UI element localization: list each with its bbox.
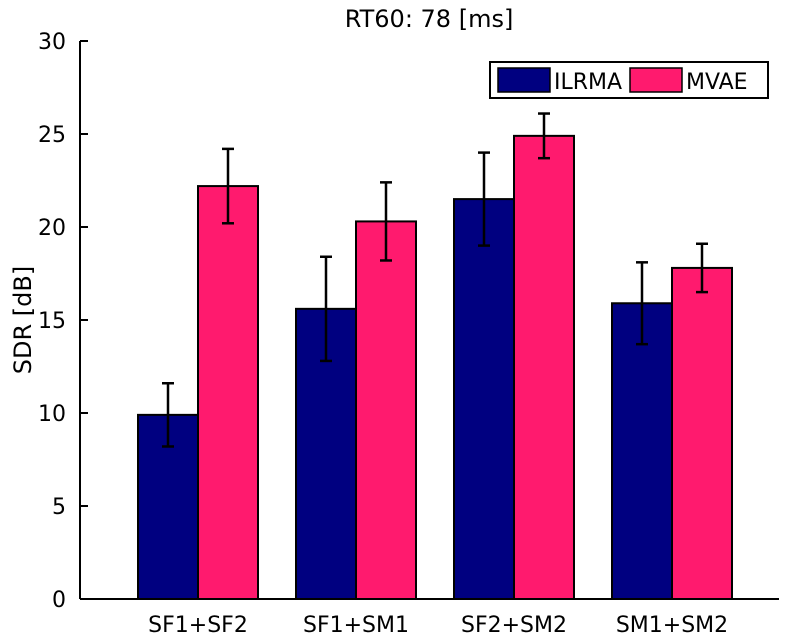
x-tick-label: SF2+SM2 [461, 613, 567, 638]
y-tick-label: 20 [38, 216, 66, 241]
y-axis-label: SDR [dB] [9, 266, 37, 374]
x-tick-label: SM1+SM2 [616, 613, 728, 638]
y-tick-label: 30 [38, 30, 66, 55]
bar-mvae-sm1+sm2 [671, 266, 733, 600]
bar-mvae-sf2+sm2 [513, 134, 575, 601]
bar-mvae-sf1+sm1 [355, 220, 417, 600]
y-tick-label: 0 [52, 588, 66, 613]
bar-mvae-sf1+sf2 [197, 185, 259, 601]
x-tick-label: SF1+SF2 [148, 613, 248, 638]
legend-swatch-ilrma [497, 67, 551, 93]
legend-label-mvae: MVAE [686, 70, 748, 95]
legend-swatch-mvae [629, 67, 683, 93]
plot-area: SF1+SF2 SF1+SM1 SF2+SM2 SM1+SM2 0 5 10 15 20 25 30 [38, 30, 779, 638]
legend: ILRMA MVAE [489, 61, 769, 99]
chart-title: RT60: 78 [ms] [345, 5, 514, 33]
y-tick-label: 15 [38, 309, 66, 334]
legend-label-ilrma: ILRMA [554, 70, 622, 95]
bar-ilrma-sf2+sm2 [453, 198, 515, 600]
y-tick-label: 10 [38, 402, 66, 427]
y-tick-label: 5 [52, 495, 66, 520]
x-tick-label: SF1+SM1 [303, 613, 409, 638]
y-tick-label: 25 [38, 123, 66, 148]
bar-ilrma-sm1+sm2 [611, 302, 673, 600]
